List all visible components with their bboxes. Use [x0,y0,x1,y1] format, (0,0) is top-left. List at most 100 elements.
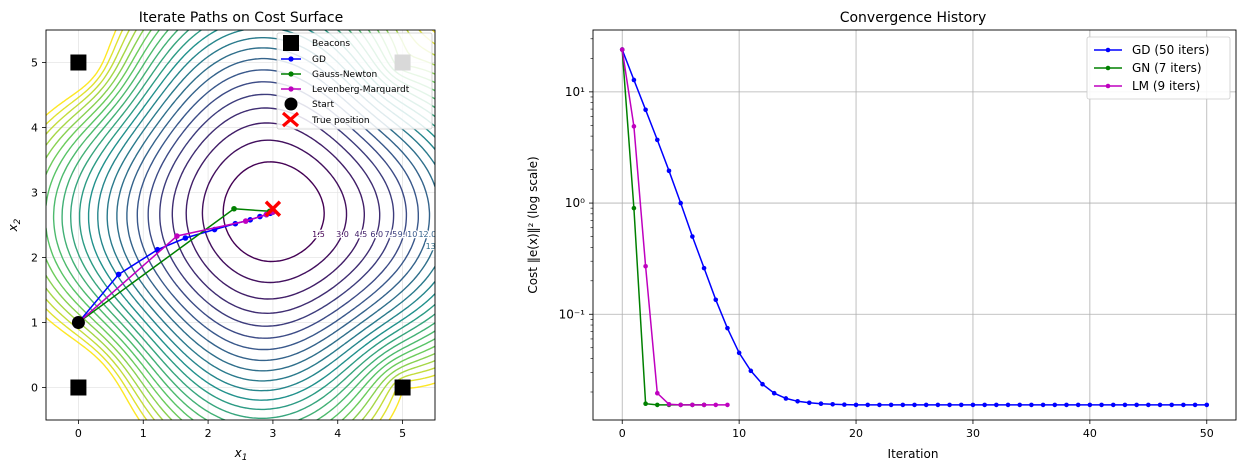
convergence-point-0 [1204,402,1210,408]
convergence-point-0 [982,402,987,408]
convergence-point-0 [631,77,637,83]
convergence-point-0 [888,402,894,408]
contour-axes-frame [45,29,436,421]
convergence-point-0 [690,234,695,239]
legend-entry-lm-iters: LM (9 iters) [1094,79,1200,93]
convergence-point-0 [865,402,871,408]
convergence-point-2 [643,264,648,269]
convergence-xtick-label: 40 [1083,427,1097,440]
legend-start-marker [284,97,298,111]
convergence-title: Convergence History [840,10,987,26]
convergence-point-0 [970,402,976,408]
convergence-point-0 [1017,402,1023,408]
convergence-point-0 [1110,402,1116,408]
path-point-1 [231,205,237,212]
convergence-point-0 [842,402,847,407]
path-point-2 [174,233,180,239]
convergence-point-0 [771,390,777,396]
legend-gd-marker [288,56,294,62]
convergence-xtick-label: 20 [849,427,863,440]
convergence-point-2 [725,402,730,408]
contour-legend: Beacons GD Gauss-Newton Levenberg-Marqua… [276,32,433,130]
convergence-point-0 [806,400,812,406]
convergence-point-1 [655,402,660,408]
convergence-point-0 [1052,402,1058,408]
contour-level-label: 9.0 [398,230,411,239]
convergence-point-1 [631,205,637,211]
contour-line-level [70,30,435,419]
contour-level-label: 1.5 [312,230,325,239]
contour-plot-area: 1.5 3.0 4.5 6.0 7.5 9.010.512.0 13.5 [46,30,444,420]
contour-level-label: 12.0 [418,230,436,239]
legend-true-marker [281,111,300,128]
convergence-point-0 [1099,402,1104,408]
contour-xtick-label: 2 [205,427,212,440]
convergence-legend: GD (50 iters) GN (7 iters) LM (9 iters) [1086,36,1231,100]
contour-legend-box [276,32,433,130]
contour-ytick-label: 2 [31,252,38,265]
convergence-line-2 [621,49,728,406]
legend-entry-gd-iters: GD (50 iters) [1094,43,1209,57]
convergence-point-0 [1075,402,1081,408]
convergence-point-0 [643,107,648,113]
legend-gd-label: GD [312,55,326,65]
contour-axis-ticks: 0 1 2 3 4 5 0 1 2 3 4 5 [31,57,406,441]
beacon-marker [70,379,87,396]
contour-level-label: 13.5 [426,242,444,251]
convergence-point-0 [748,368,754,374]
legend-lm-label: Levenberg-Marquardt [312,85,410,95]
contour-ytick-label: 5 [31,57,38,70]
convergence-point-0 [795,398,800,404]
legend-entry-gauss-newton: Gauss-Newton [281,70,377,80]
path-point-0 [182,235,189,241]
true-position-marker [264,200,282,217]
convergence-ylabel: Cost ‖e(x)‖² (log scale) [526,156,540,293]
convergence-point-2 [690,402,695,408]
path-point-0 [115,271,122,278]
contour-xtick-label: 5 [399,427,406,440]
convergence-ytick-label: 10⁻¹ [559,307,586,321]
convergence-point-0 [1134,402,1139,408]
convergence-xlabel: Iteration [888,447,939,461]
contour-line-level [201,139,348,284]
convergence-point-2 [701,402,707,408]
convergence-point-0 [994,402,999,408]
convergence-xtick-label: 10 [732,427,746,440]
contour-xtick-label: 4 [334,427,341,440]
contour-title: Iterate Paths on Cost Surface [139,10,343,26]
contour-level-label: 4.5 [355,230,368,239]
convergence-point-0 [1087,402,1093,408]
legend-entry-true-position: True position [281,111,370,128]
legend-entry-gd: GD [281,55,326,65]
convergence-point-0 [853,402,859,408]
convergence-point-0 [923,402,929,408]
contour-xtick-label: 3 [269,427,276,440]
legend-gd-iters-marker [1105,47,1111,53]
contour-ytick-label: 0 [31,382,38,395]
convergence-point-0 [1005,402,1011,408]
convergence-ytick-label: 10¹ [565,85,585,99]
convergence-point-0 [655,137,660,143]
contour-level-label: 7.5 [385,230,398,239]
convergence-axes-frame [592,29,1237,421]
beacon-marker [70,54,87,71]
convergence-xtick-label: 50 [1200,427,1214,440]
legend-lm-iters-label: LM (9 iters) [1132,79,1200,93]
convergence-point-0 [1040,402,1046,408]
contour-xlabel: x1 [234,446,248,463]
start-marker [71,316,85,329]
convergence-point-0 [783,396,789,401]
convergence-point-0 [900,402,906,408]
legend-gn-marker [288,71,294,77]
legend-true-label: True position [311,116,370,126]
convergence-point-0 [678,200,683,206]
convergence-point-1 [643,401,648,406]
contour-line-level [46,30,435,420]
contour-line-level [222,161,325,263]
convergence-point-2 [631,124,637,129]
convergence-point-0 [666,168,672,174]
convergence-point-0 [1181,402,1186,408]
legend-gd-iters-label: GD (50 iters) [1132,43,1209,57]
contour-level-label: 3.0 [336,230,349,239]
